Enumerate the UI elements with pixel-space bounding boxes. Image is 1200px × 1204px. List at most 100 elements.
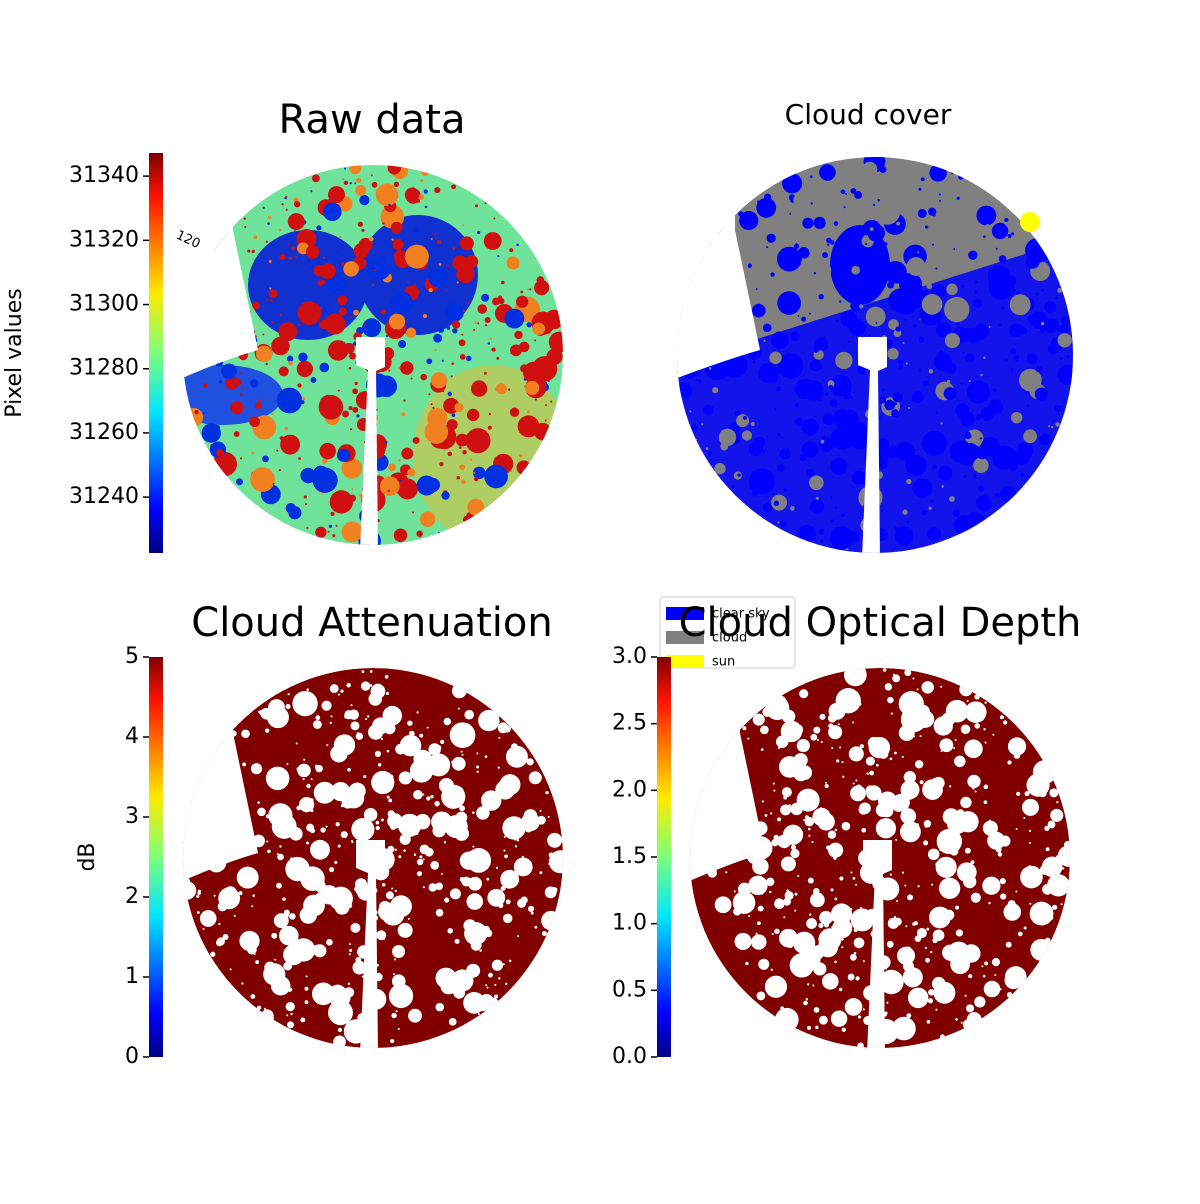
texture-dot bbox=[430, 403, 433, 406]
texture-dot bbox=[850, 300, 861, 312]
texture-dot bbox=[960, 724, 971, 735]
texture-dot bbox=[431, 811, 453, 833]
texture-dot bbox=[850, 188, 857, 194]
texture-dot bbox=[510, 352, 513, 355]
texture-dot bbox=[902, 341, 905, 345]
texture-dot bbox=[959, 944, 963, 948]
texture-dot bbox=[757, 905, 764, 912]
texture-dot bbox=[825, 393, 828, 396]
texture-dot bbox=[944, 296, 970, 323]
texture-dot bbox=[459, 446, 462, 449]
legend-label: sun bbox=[712, 655, 735, 670]
texture-dot bbox=[1057, 845, 1070, 867]
texture-dot bbox=[285, 196, 288, 199]
texture-dot bbox=[360, 681, 371, 691]
texture-dot bbox=[736, 414, 750, 428]
texture-dot bbox=[266, 299, 269, 302]
texture-dot bbox=[500, 869, 520, 889]
texture-dot bbox=[413, 749, 433, 769]
texture-dot bbox=[887, 696, 894, 704]
texture-dot bbox=[932, 464, 938, 470]
texture-dot bbox=[903, 771, 917, 784]
texture-dot bbox=[781, 787, 792, 798]
texture-dot bbox=[775, 1007, 799, 1032]
texture-dot bbox=[809, 175, 813, 178]
texture-dot bbox=[855, 883, 858, 886]
texture-dot bbox=[287, 693, 290, 696]
texture-dot bbox=[987, 399, 1003, 415]
texture-dot bbox=[813, 415, 816, 418]
texture-dot bbox=[678, 383, 685, 389]
texture-dot bbox=[380, 818, 384, 822]
texture-dot bbox=[393, 181, 400, 188]
texture-dot bbox=[803, 1000, 808, 1006]
texture-dot bbox=[822, 252, 829, 259]
texture-dot bbox=[257, 807, 266, 817]
texture-dot bbox=[528, 905, 535, 912]
texture-dot bbox=[354, 182, 357, 185]
texture-dot bbox=[336, 448, 351, 462]
texture-dot bbox=[402, 924, 411, 933]
texture-dot bbox=[884, 242, 888, 246]
texture-dot bbox=[380, 309, 386, 315]
texture-dot bbox=[350, 922, 361, 933]
texture-dot bbox=[435, 967, 457, 989]
texture-dot bbox=[319, 442, 336, 460]
texture-dot bbox=[343, 180, 349, 186]
texture-dot bbox=[320, 827, 326, 833]
texture-dot bbox=[988, 901, 991, 905]
texture-dot bbox=[714, 896, 732, 914]
texture-dot bbox=[842, 775, 845, 778]
texture-dot bbox=[760, 725, 769, 735]
texture-dot bbox=[774, 898, 785, 909]
texture-dot bbox=[508, 959, 512, 963]
texture-dot bbox=[456, 687, 465, 695]
texture-dot bbox=[337, 693, 341, 696]
texture-dot bbox=[875, 322, 878, 325]
texture-dot bbox=[484, 202, 487, 205]
texture-dot bbox=[756, 197, 777, 218]
texture-dot bbox=[974, 723, 980, 729]
texture-dot bbox=[267, 849, 271, 854]
texture-dot bbox=[394, 848, 397, 851]
texture-dot bbox=[1022, 870, 1025, 873]
texture-dot bbox=[470, 939, 482, 951]
texture-dot bbox=[297, 383, 302, 388]
texture-dot bbox=[795, 418, 804, 426]
texture-dot bbox=[507, 388, 511, 391]
texture-dot bbox=[1003, 903, 1022, 921]
texture-dot bbox=[737, 882, 752, 896]
texture-dot bbox=[801, 316, 807, 322]
texture-dot bbox=[861, 792, 865, 796]
texture-dot bbox=[451, 989, 457, 994]
texture-dot bbox=[391, 974, 406, 989]
texture-dot bbox=[809, 913, 812, 916]
texture-dot bbox=[764, 975, 788, 998]
texture-dot bbox=[290, 857, 294, 861]
texture-dot bbox=[427, 753, 451, 777]
texture-dot bbox=[960, 382, 963, 386]
texture-dot bbox=[854, 190, 863, 199]
texture-dot bbox=[941, 485, 944, 488]
texture-dot bbox=[794, 892, 798, 896]
texture-dot bbox=[794, 403, 799, 407]
texture-dot bbox=[286, 1014, 289, 1017]
texture-dot bbox=[287, 213, 305, 231]
texture-dot bbox=[957, 322, 960, 325]
texture-dot bbox=[899, 405, 903, 409]
texture-dot bbox=[852, 721, 855, 724]
texture-dot bbox=[249, 416, 260, 428]
texture-dot bbox=[444, 897, 450, 903]
texture-dot bbox=[250, 994, 256, 999]
texture-dot bbox=[757, 200, 760, 204]
texture-dot bbox=[884, 399, 896, 411]
texture-dot bbox=[974, 694, 980, 700]
texture-dot bbox=[976, 205, 997, 226]
texture-dot bbox=[360, 883, 365, 888]
texture-dot bbox=[418, 194, 424, 201]
texture-dot bbox=[435, 745, 442, 751]
texture-dot bbox=[865, 242, 868, 246]
texture-dot bbox=[285, 856, 310, 882]
texture-dot bbox=[984, 741, 987, 744]
